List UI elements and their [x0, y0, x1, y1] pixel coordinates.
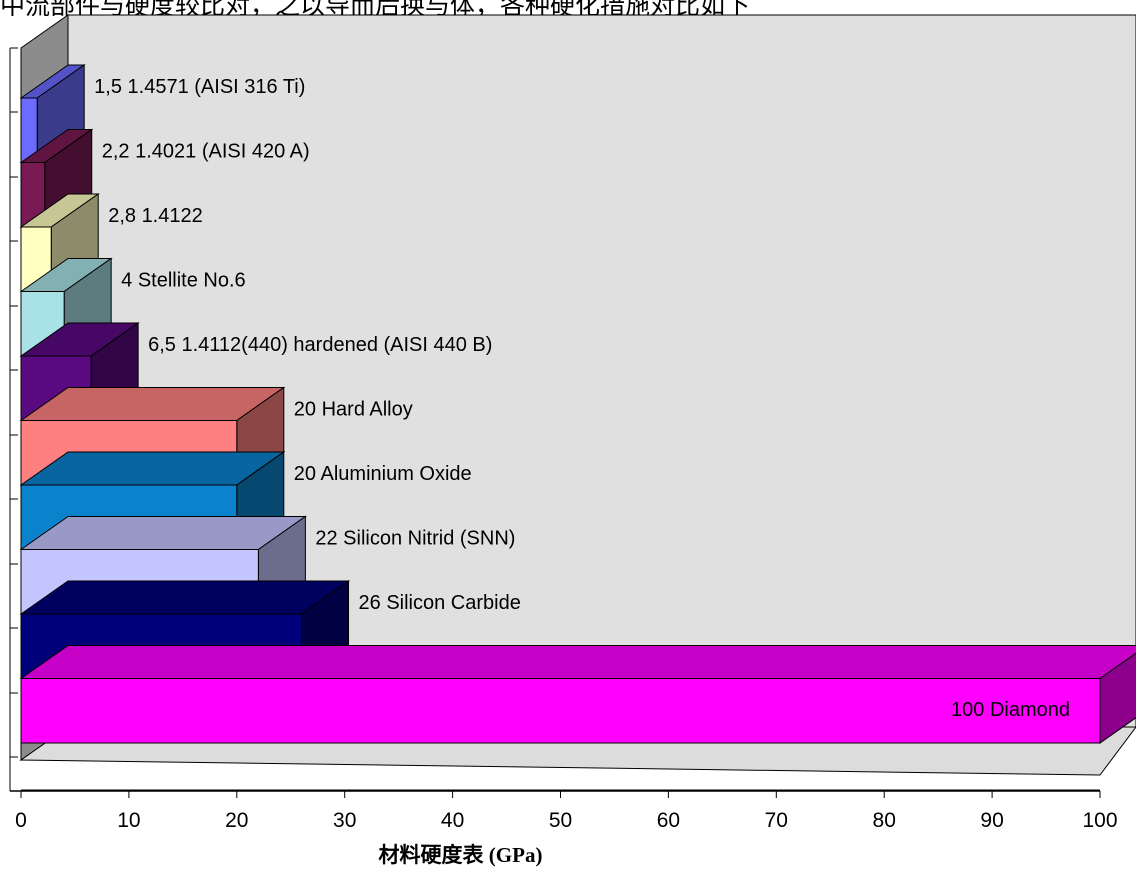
bar-label-9: 26 Silicon Carbide	[359, 592, 521, 614]
x-axis-label: 材料硬度表 (GPa)	[379, 843, 543, 867]
x-tick-label: 100	[1082, 809, 1117, 832]
x-tick-label: 90	[980, 809, 1003, 832]
bar-label-2: 2,2 1.4021 (AISI 420 A)	[102, 140, 310, 162]
bar-top-face	[19, 580, 351, 615]
x-tick-label: 20	[225, 809, 248, 832]
x-tick-label: 30	[333, 809, 356, 832]
x-tick-label: 70	[765, 809, 788, 832]
x-axis: 0 10 20 30 40 50 60 70 80 90 100	[9, 47, 1118, 832]
bar-label-4: 4 Stellite No.6	[121, 269, 246, 291]
chart-bars	[19, 64, 1136, 744]
bar-front-face	[20, 678, 1101, 744]
bar-top-face	[19, 516, 307, 550]
x-tick-label: 10	[117, 809, 140, 832]
bar-label-3: 2,8 1.4122	[108, 205, 203, 227]
chart-bar-labels: 1,5 1.4571 (AISI 316 Ti) 2,2 1.4021 (AISI…	[94, 76, 1070, 721]
bar-label-6: 20 Hard Alloy	[294, 398, 413, 420]
bar-label-5: 6,5 1.4112(440) hardened (AISI 440 B)	[148, 334, 492, 356]
page-heading-text: 中流部件与硬度较比对，之以导而后换与体，各种硬化措施对比如下	[0, 0, 751, 16]
bar-label-10: 100 Diamond	[951, 699, 1070, 721]
x-tick-label: 0	[15, 809, 27, 832]
bar-10	[19, 645, 1136, 744]
x-tick-label: 80	[873, 809, 896, 832]
x-tick-label: 40	[441, 809, 464, 832]
bar-label-8: 22 Silicon Nitrid (SNN)	[315, 527, 515, 549]
x-tick-label: 50	[549, 809, 572, 832]
bar-top-face	[19, 645, 1136, 679]
bar-label-1: 1,5 1.4571 (AISI 316 Ti)	[94, 76, 305, 98]
x-tick-label: 60	[657, 809, 680, 832]
bar-label-7: 20 Aluminium Oxide	[294, 463, 472, 485]
